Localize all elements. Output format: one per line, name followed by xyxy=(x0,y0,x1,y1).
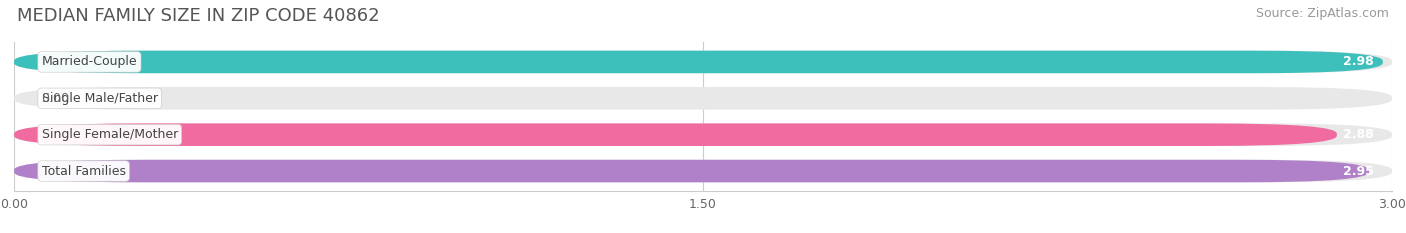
FancyBboxPatch shape xyxy=(14,51,1382,73)
Text: 2.88: 2.88 xyxy=(1343,128,1374,141)
FancyBboxPatch shape xyxy=(14,123,1392,146)
Text: 2.95: 2.95 xyxy=(1343,164,1374,178)
Text: Total Families: Total Families xyxy=(42,164,125,178)
FancyBboxPatch shape xyxy=(14,160,1392,182)
FancyBboxPatch shape xyxy=(14,160,1369,182)
FancyBboxPatch shape xyxy=(14,123,1337,146)
Text: Single Male/Father: Single Male/Father xyxy=(42,92,157,105)
Text: 2.98: 2.98 xyxy=(1343,55,1374,69)
FancyBboxPatch shape xyxy=(14,51,1392,73)
FancyBboxPatch shape xyxy=(14,87,1392,110)
Text: Single Female/Mother: Single Female/Mother xyxy=(42,128,179,141)
Text: MEDIAN FAMILY SIZE IN ZIP CODE 40862: MEDIAN FAMILY SIZE IN ZIP CODE 40862 xyxy=(17,7,380,25)
Text: Source: ZipAtlas.com: Source: ZipAtlas.com xyxy=(1256,7,1389,20)
Text: 0.00: 0.00 xyxy=(42,92,70,105)
Text: Married-Couple: Married-Couple xyxy=(42,55,138,69)
